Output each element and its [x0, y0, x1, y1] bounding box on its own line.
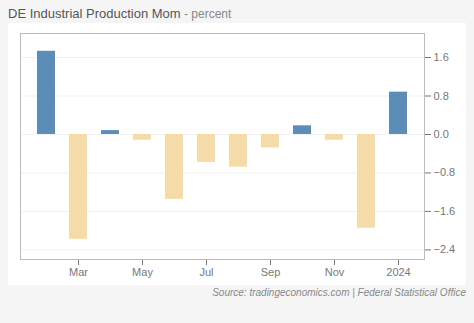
svg-text:Sep: Sep — [261, 266, 281, 278]
svg-text:Jul: Jul — [199, 266, 213, 278]
svg-text:0.0: 0.0 — [434, 128, 449, 140]
svg-text:2024: 2024 — [386, 266, 410, 278]
svg-text:−2.4: −2.4 — [434, 243, 456, 255]
svg-text:−0.8: −0.8 — [434, 166, 456, 178]
svg-text:0.8: 0.8 — [434, 90, 449, 102]
svg-text:Mar: Mar — [69, 266, 88, 278]
svg-text:−1.6: −1.6 — [434, 205, 456, 217]
html-text:DE Industrial Production Mom -: DE Industrial Production Mom - percent — [8, 6, 232, 21]
svg-text:Nov: Nov — [325, 266, 345, 278]
svg-text:1.6: 1.6 — [434, 51, 449, 63]
html-text:Source: tradingeconomics.com |: Source: tradingeconomics.com | Federal S… — [212, 287, 466, 298]
svg-text:May: May — [132, 266, 153, 278]
